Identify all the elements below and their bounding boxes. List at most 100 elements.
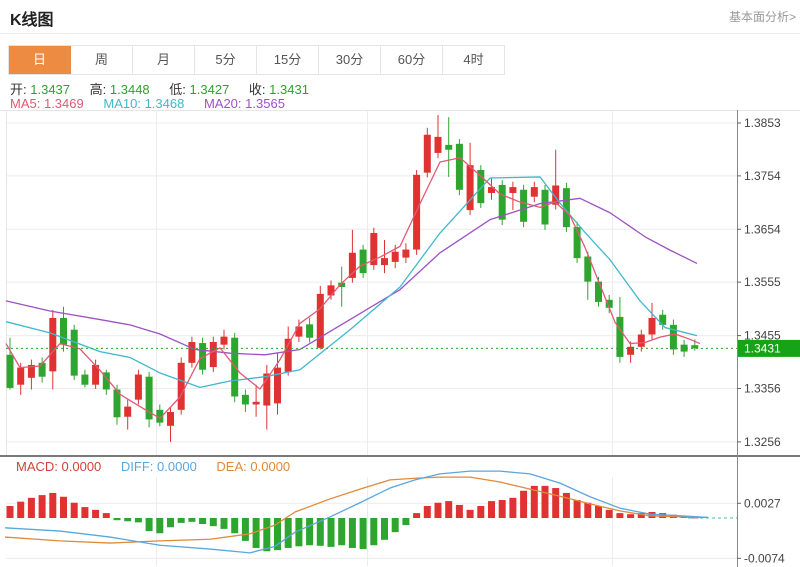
macd-bar: [423, 506, 431, 518]
candle-body: [509, 187, 517, 193]
page-title: K线图: [10, 12, 54, 29]
macd-bar: [156, 518, 164, 534]
candle-body: [113, 389, 121, 418]
ma5-legend: MA5: 1.3469: [10, 96, 84, 111]
macd-bar: [616, 513, 624, 518]
candle-body: [81, 374, 89, 385]
candle-body: [359, 249, 367, 274]
axis-tick-label: 1.3555: [744, 275, 781, 289]
open-value: 1.3437: [30, 82, 71, 97]
tab-60min[interactable]: 60分: [381, 46, 443, 74]
macd-bar: [637, 513, 645, 518]
candle-body: [220, 336, 228, 345]
interval-tab-bar: 日周月 5分 15分 30分 60分 4时: [8, 45, 505, 75]
candle-body: [252, 401, 260, 405]
tab-15min[interactable]: 15分: [257, 46, 319, 74]
candle-body: [327, 285, 335, 296]
candle-body: [541, 189, 549, 225]
candle-body: [391, 251, 399, 262]
candle-body: [370, 233, 378, 266]
candle-body: [49, 317, 57, 372]
open-label: 开:: [10, 82, 27, 97]
axis-tick-label: 1.3455: [744, 329, 781, 343]
ohlc-legend: 开: 1.3437 高: 1.3448 低: 1.3427 收: 1.3431: [10, 79, 325, 98]
macd-value-legend: MACD: 0.0000: [16, 459, 102, 474]
macd-bar: [92, 509, 100, 518]
macd-bar: [348, 518, 356, 548]
tab-day[interactable]: 日: [9, 46, 71, 74]
candle-body: [6, 354, 14, 388]
candle-body: [241, 394, 249, 405]
candle-body: [209, 341, 217, 368]
macd-bar: [627, 514, 635, 518]
macd-bar: [241, 518, 249, 541]
candle-body: [177, 362, 185, 410]
macd-bar: [402, 518, 410, 526]
candle-body: [402, 249, 410, 258]
candle-body: [552, 185, 560, 205]
tab-month[interactable]: 月: [133, 46, 195, 74]
candle-body: [348, 252, 356, 278]
macd-bar: [102, 513, 110, 518]
candle-body: [306, 324, 314, 338]
ma-legend: MA5: 1.3469 MA10: 1.3468 MA20: 1.3565: [10, 96, 301, 111]
candle-body: [648, 317, 656, 335]
candle-body: [584, 256, 592, 282]
tab-week[interactable]: 周: [71, 46, 133, 74]
macd-bar: [605, 509, 613, 518]
candle-body: [520, 189, 528, 222]
candle-body: [167, 411, 174, 426]
macd-bar: [199, 518, 207, 524]
axis-tick-label: -0.0074: [744, 551, 785, 565]
axis-tick-label: 1.3853: [744, 116, 781, 130]
candle-body: [595, 281, 602, 302]
macd-bar: [263, 518, 271, 552]
ma10-line: [5, 176, 698, 389]
macd-bar: [27, 497, 35, 518]
macd-bar: [327, 518, 335, 547]
macd-bar: [455, 504, 463, 518]
axis-tick-label: 0.0027: [744, 496, 781, 510]
tab-4hour[interactable]: 4时: [443, 46, 504, 74]
candle-body: [27, 364, 35, 378]
candle-body: [466, 165, 474, 211]
candle-body: [627, 346, 635, 355]
candle-body: [434, 136, 442, 153]
macd-bar: [520, 490, 528, 518]
candle-body: [381, 258, 388, 266]
candle-body: [316, 293, 324, 348]
macd-bar: [562, 492, 570, 518]
macd-bar: [124, 518, 132, 522]
macd-bar: [167, 518, 174, 528]
candle-body: [60, 317, 67, 345]
close-value: 1.3431: [269, 82, 309, 97]
candle-body: [70, 329, 78, 376]
macd-bar: [509, 497, 517, 518]
fundamental-analysis-link[interactable]: 基本面分析>: [728, 10, 796, 24]
macd-bar: [70, 502, 78, 518]
macd-bar: [231, 518, 239, 534]
candle-body: [92, 364, 100, 385]
macd-bar: [381, 518, 388, 540]
macd-bar: [188, 518, 196, 522]
tab-5min[interactable]: 5分: [195, 46, 257, 74]
macd-bar: [274, 518, 281, 551]
macd-bar: [434, 502, 442, 518]
candle-body: [616, 316, 624, 357]
candle-body: [488, 187, 495, 193]
candle-body: [573, 227, 581, 259]
macd-bar: [488, 501, 495, 518]
close-label: 收:: [248, 82, 266, 97]
axis-tick-label: 1.3256: [744, 435, 781, 449]
macd-bar: [338, 518, 346, 546]
axis-tick-label: 1.3356: [744, 381, 781, 395]
candle-body: [605, 299, 613, 308]
macd-bar: [81, 507, 89, 518]
candle-body: [124, 406, 132, 417]
candle-body: [188, 341, 196, 363]
candle-body: [199, 343, 207, 370]
macd-bar: [648, 512, 656, 518]
tab-30min[interactable]: 30分: [319, 46, 381, 74]
macd-bar: [552, 488, 560, 518]
